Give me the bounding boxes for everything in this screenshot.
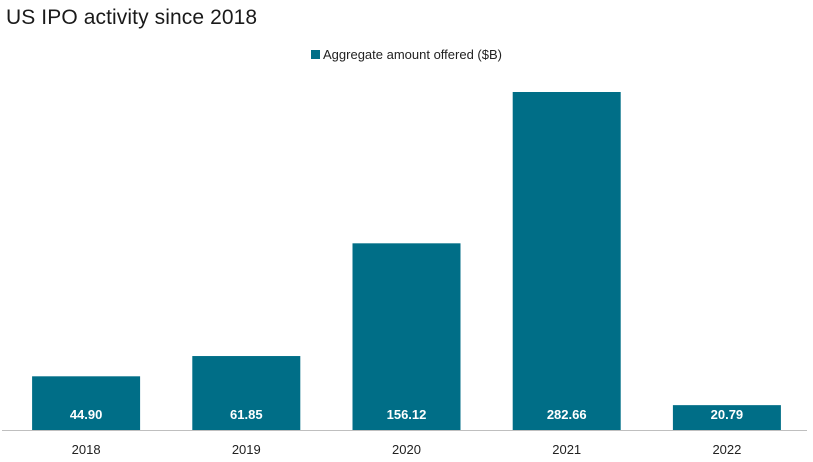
legend-label: Aggregate amount offered ($B) xyxy=(323,47,502,62)
x-tick-label-2018: 2018 xyxy=(72,442,101,457)
chart-title: US IPO activity since 2018 xyxy=(6,6,258,29)
x-tick-label-2019: 2019 xyxy=(232,442,261,457)
x-tick-label-2022: 2022 xyxy=(712,442,741,457)
bar-2019 xyxy=(192,356,301,430)
x-tick-label-2020: 2020 xyxy=(392,442,421,457)
legend-swatch xyxy=(311,50,320,59)
data-label-2019: 61.85 xyxy=(230,407,263,422)
bar-2020 xyxy=(352,243,461,430)
x-tick-label-2021: 2021 xyxy=(552,442,581,457)
bar-2022 xyxy=(672,405,781,430)
bar-2021 xyxy=(512,92,621,430)
legend: Aggregate amount offered ($B) xyxy=(0,47,813,62)
data-label-2020: 156.12 xyxy=(387,407,427,422)
bar-2018 xyxy=(32,376,141,430)
data-label-2018: 44.90 xyxy=(70,407,103,422)
data-label-2021: 282.66 xyxy=(547,407,587,422)
data-label-2022: 20.79 xyxy=(711,407,744,422)
